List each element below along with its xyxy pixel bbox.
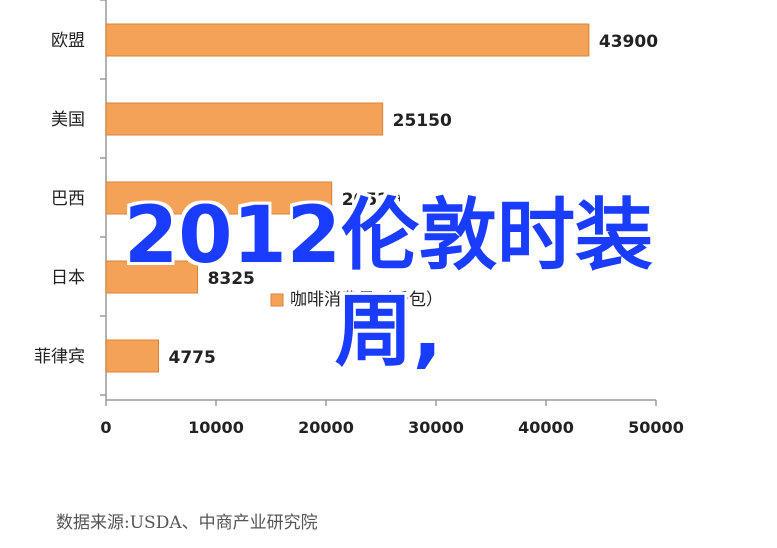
overlay-title-line2: 周,: [334, 287, 443, 377]
x-tick-label: 0: [100, 418, 111, 437]
value-label: 25150: [393, 111, 452, 131]
value-label: 43900: [599, 32, 658, 52]
category-label: 欧盟: [51, 31, 85, 51]
category-label: 日本: [51, 268, 85, 288]
x-tick-label: 30000: [408, 418, 464, 437]
value-label: 4775: [169, 348, 216, 368]
bar: [105, 260, 199, 294]
bar: [105, 23, 590, 57]
bar: [105, 181, 333, 215]
bar: [105, 339, 160, 373]
x-tick-label: 40000: [518, 418, 574, 437]
value-label: 20520: [342, 190, 401, 210]
category-label: 美国: [51, 110, 85, 130]
bar: [105, 102, 384, 136]
category-label: 巴西: [51, 189, 85, 209]
category-label: 菲律宾: [34, 347, 85, 367]
legend-swatch: [270, 293, 284, 307]
overlay-title-line1: 2012伦敦时装: [123, 191, 654, 281]
data-source-note: 数据来源:USDA、中商产业研究院: [56, 513, 318, 533]
x-tick-label: 50000: [628, 418, 684, 437]
x-tick-label: 20000: [298, 418, 354, 437]
x-tick-label: 10000: [188, 418, 244, 437]
legend-label: 咖啡消费量（千包）: [290, 290, 443, 310]
value-label: 8325: [208, 269, 255, 289]
